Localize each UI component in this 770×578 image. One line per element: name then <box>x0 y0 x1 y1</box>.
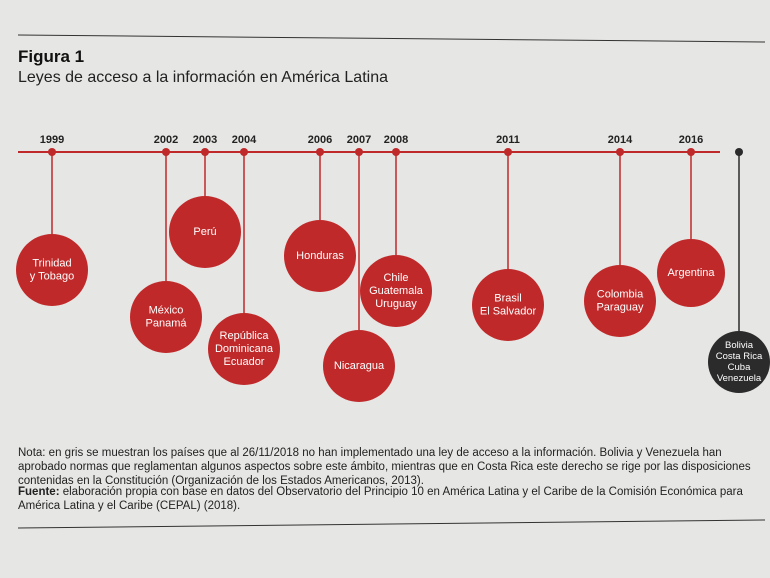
source-label: Fuente: <box>18 486 60 498</box>
timeline-dot <box>687 148 695 156</box>
top-rule <box>17 34 766 43</box>
year-label: 2014 <box>608 134 633 146</box>
timeline-dot <box>316 148 324 156</box>
country-name: Chile <box>383 272 408 284</box>
timeline-dot <box>201 148 209 156</box>
country-name: Nicaragua <box>334 360 385 372</box>
country-name: El Salvador <box>480 305 537 317</box>
year-label: 2016 <box>679 134 703 146</box>
country-name: Cuba <box>728 362 751 373</box>
country-circle <box>584 265 656 337</box>
country-name: República <box>220 330 270 342</box>
country-circle <box>708 331 770 393</box>
year-label: 2006 <box>308 134 332 146</box>
year-label: 2004 <box>232 134 257 146</box>
country-name: Colombia <box>597 288 644 300</box>
timeline-dot <box>392 148 400 156</box>
year-label: 2011 <box>496 134 520 146</box>
country-circle <box>323 330 395 402</box>
year-label: 2002 <box>154 134 178 146</box>
source-text: elaboración propia con base en datos del… <box>18 486 743 512</box>
country-circle <box>169 196 241 268</box>
country-circle <box>284 220 356 292</box>
country-name: Venezuela <box>717 373 762 384</box>
bottom-rule <box>17 519 766 529</box>
timeline-dot <box>48 148 56 156</box>
country-name: Brasil <box>494 292 522 304</box>
country-name: Ecuador <box>224 356 265 368</box>
country-name: México <box>149 304 184 316</box>
note: Nota: en gris se muestran los países que… <box>18 447 751 487</box>
timeline-dot <box>240 148 248 156</box>
timeline-dot <box>355 148 363 156</box>
country-name: Paraguay <box>596 301 644 313</box>
timeline-dot <box>162 148 170 156</box>
country-circle <box>657 239 725 307</box>
year-label: 1999 <box>40 134 64 146</box>
country-name: Perú <box>193 226 216 238</box>
country-name: Argentina <box>667 267 715 279</box>
country-name: Honduras <box>296 250 344 262</box>
year-label: 2003 <box>193 134 217 146</box>
country-name: Guatemala <box>369 285 424 297</box>
country-name: Costa Rica <box>716 351 763 362</box>
country-name: y Tobago <box>30 270 74 282</box>
source: Fuente: elaboración propia con base en d… <box>18 485 758 513</box>
country-name: Uruguay <box>375 298 417 310</box>
country-name: Bolivia <box>725 340 754 351</box>
timeline-dot <box>735 148 743 156</box>
country-circle <box>360 255 432 327</box>
country-name: Panamá <box>146 317 188 329</box>
year-label: 2008 <box>384 134 408 146</box>
year-label: 2007 <box>347 134 371 146</box>
figure-label: Figura 1 <box>18 47 84 66</box>
country-name: Dominicana <box>215 343 274 355</box>
country-name: Trinidad <box>32 257 71 269</box>
country-circle <box>130 281 202 353</box>
country-circle <box>16 234 88 306</box>
country-circle <box>208 313 280 385</box>
figure-title: Leyes de acceso a la información en Amér… <box>18 69 388 86</box>
country-circle <box>472 269 544 341</box>
timeline-dot <box>504 148 512 156</box>
timeline-dot <box>616 148 624 156</box>
